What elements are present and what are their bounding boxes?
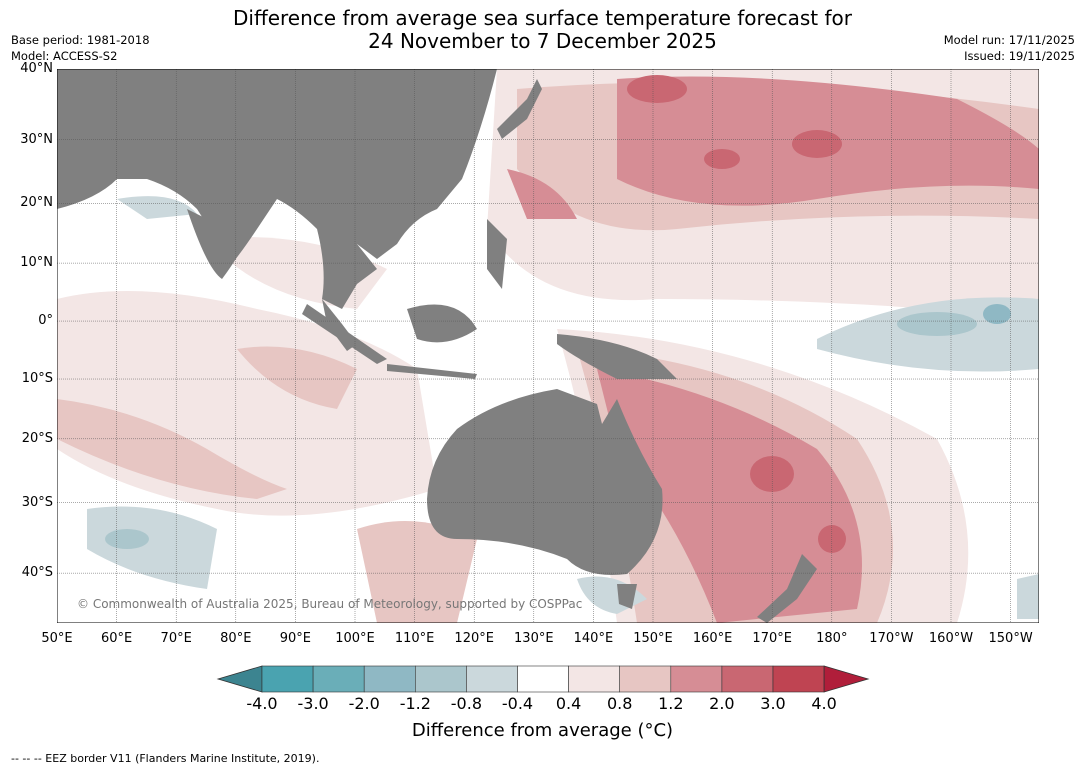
- tasmania-land: [617, 584, 637, 609]
- colorbar-segment: [619, 665, 672, 693]
- colorbar-segment: [568, 665, 620, 693]
- colorbar-segment: [312, 665, 365, 693]
- longitude-label: 80°E: [220, 631, 252, 646]
- colorbar-tick-label: -2.0: [348, 694, 380, 713]
- colorbar-tick-label: -0.8: [450, 694, 482, 713]
- colorbar-segment: [414, 665, 467, 693]
- base-period: Base period: 1981-2018: [11, 33, 150, 47]
- latitude-label: 10°S: [21, 371, 53, 387]
- longitude-label: 70°E: [160, 631, 192, 646]
- model-name: Model: ACCESS-S2: [11, 49, 118, 63]
- eez-legend-footer: -- -- -- EEZ border V11 (Flanders Marine…: [11, 752, 320, 765]
- asia-land: [57, 69, 497, 269]
- indochina-land: [317, 229, 377, 309]
- colorbar-segment: [261, 665, 314, 693]
- colorbar-tick-label: 0.4: [555, 694, 582, 713]
- australia-land: [427, 389, 663, 575]
- longitude-label: 120°E: [454, 631, 494, 646]
- model-run: Model run: 17/11/2025: [943, 33, 1075, 47]
- colorbar-segment: [466, 665, 518, 693]
- title-line-2: 24 November to 7 December 2025: [368, 29, 717, 53]
- colorbar-segment: [772, 665, 825, 693]
- graticule: [57, 69, 1039, 623]
- colorbar-tick-label: -0.4: [501, 694, 534, 713]
- colorbar-tick-label: -1.2: [399, 694, 431, 713]
- title-line-1: Difference from average sea surface temp…: [232, 6, 852, 30]
- longitude-label: 170°E: [752, 631, 792, 646]
- longitude-label: 160°W: [928, 631, 974, 646]
- new-guinea-land: [557, 334, 677, 379]
- longitude-label: 180°: [816, 631, 848, 646]
- sst-anomaly-map: [57, 69, 1039, 623]
- copyright-notice: © Commonwealth of Australia 2025, Bureau…: [77, 597, 583, 611]
- longitude-label: 50°E: [41, 631, 73, 646]
- longitude-label: 160°E: [692, 631, 733, 646]
- colorbar-extend-low: [216, 665, 263, 693]
- longitude-label: 150°W: [988, 631, 1033, 646]
- longitude-label: 130°E: [514, 631, 554, 646]
- longitude-label: 60°E: [100, 631, 133, 646]
- colorbar-tick-label: 1.2: [658, 694, 684, 713]
- longitude-label: 100°E: [335, 631, 375, 646]
- colorbar-tick-label: -4.0: [246, 694, 278, 713]
- japan-land: [497, 79, 542, 139]
- longitude-label: 140°E: [573, 631, 614, 646]
- colorbar: [216, 665, 870, 693]
- latitude-label: 0°: [38, 313, 53, 329]
- colorbar-tick-label: 2.0: [709, 694, 735, 713]
- philippines-land: [487, 219, 507, 289]
- longitude-label: 170°W: [869, 631, 914, 646]
- colorbar-tick-label: 3.0: [760, 694, 786, 713]
- colorbar-segment: [363, 665, 416, 693]
- colorbar-tick-label: -3.0: [297, 694, 329, 713]
- latitude-label: 30°S: [21, 494, 53, 510]
- latitude-label: 10°N: [20, 255, 53, 271]
- borneo-land: [407, 304, 477, 343]
- latitude-label: 40°S: [21, 565, 53, 581]
- latitude-label: 30°N: [20, 131, 53, 147]
- latitude-label: 40°N: [20, 61, 53, 76]
- india-land: [187, 209, 247, 279]
- sumatra-land: [302, 304, 387, 364]
- latitude-label: 20°N: [20, 195, 53, 211]
- colorbar-tick-label: 0.8: [606, 694, 633, 713]
- colorbar-segment: [517, 665, 569, 693]
- colorbar-tick-label: 4.0: [811, 694, 837, 713]
- colorbar-segment: [721, 665, 774, 693]
- java-land: [387, 364, 477, 379]
- longitude-label: 90°E: [279, 631, 312, 646]
- latitude-label: 20°S: [21, 430, 53, 446]
- issued-date: Issued: 19/11/2025: [964, 49, 1075, 63]
- colorbar-title: Difference from average (°C): [411, 720, 674, 741]
- warm-anomaly-very-strong: [627, 75, 846, 553]
- land-masses: [57, 69, 817, 623]
- colorbar-segment: [670, 665, 723, 693]
- colorbar-extend-high: [823, 665, 870, 693]
- longitude-label: 150°E: [633, 631, 673, 646]
- longitude-label: 110°E: [394, 631, 435, 646]
